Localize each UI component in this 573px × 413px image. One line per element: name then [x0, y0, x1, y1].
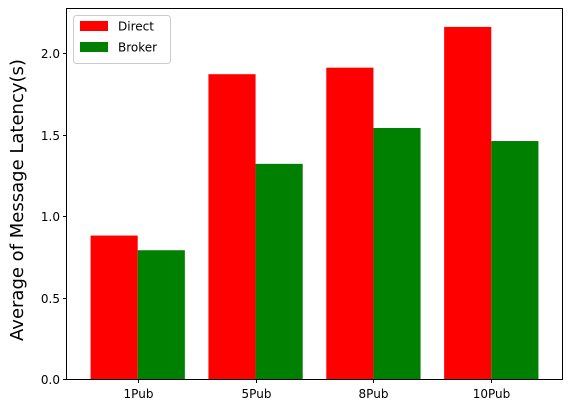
y-tick-label: 0.5 [41, 292, 60, 306]
bar-direct-5pub [208, 74, 256, 379]
plot-frame [66, 8, 563, 380]
x-tick-label: 8Pub [359, 387, 389, 401]
bar-broker-10pub [491, 141, 539, 379]
y-tick-label: 1.5 [41, 129, 60, 143]
x-axis: 1Pub 5Pub 8Pub 10Pub [124, 379, 511, 401]
legend: Direct Broker [73, 15, 171, 64]
legend-swatch-broker [80, 42, 108, 52]
bar-direct-10pub [444, 26, 492, 380]
legend-items: Direct Broker [80, 20, 157, 55]
y-axis: 0.0 0.5 1.0 1.5 2.0 [41, 47, 67, 387]
legend-label-direct: Direct [118, 20, 154, 34]
legend-swatch-direct [80, 21, 108, 31]
bar-direct-8pub [326, 67, 374, 380]
bar-broker-1pub [137, 250, 185, 379]
y-tick-label: 1.0 [41, 210, 60, 224]
x-tick-label: 10Pub [473, 387, 511, 401]
x-tick-label: 5Pub [242, 387, 272, 401]
y-tick-label: 0.0 [41, 373, 60, 387]
x-tick-label: 1Pub [124, 387, 154, 401]
bar-broker-5pub [255, 163, 303, 379]
bars-group [90, 26, 539, 380]
legend-label-broker: Broker [118, 41, 157, 55]
y-axis-title: Average of Message Latency(s) [7, 59, 28, 341]
bar-broker-8pub [373, 127, 421, 380]
bar-direct-1pub [90, 235, 138, 379]
y-tick-label: 2.0 [41, 47, 60, 61]
